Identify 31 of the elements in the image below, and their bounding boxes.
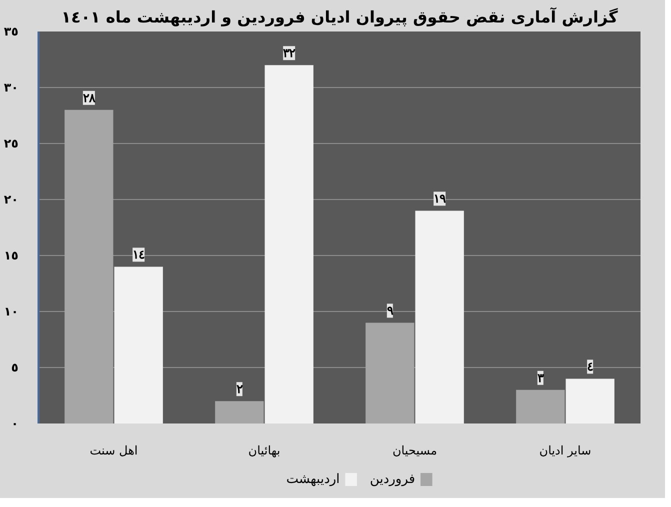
- bar: [415, 210, 464, 424]
- data-label: ١٤: [132, 248, 145, 262]
- y-tick-label: ١٠: [4, 304, 19, 318]
- y-tick-label: ٥: [11, 360, 19, 374]
- y-tick-label: ٠: [11, 416, 19, 430]
- bar: [264, 65, 314, 424]
- bar: [566, 378, 614, 424]
- y-tick-label: ٢٥: [4, 136, 19, 150]
- data-label: ١٩: [434, 192, 447, 206]
- legend-label: فروردین: [370, 472, 416, 487]
- y-tick-label: ٣٠: [4, 80, 19, 94]
- bar: [366, 322, 414, 424]
- y-tick-label: ١٥: [4, 248, 19, 262]
- bar: [516, 390, 565, 424]
- data-label: ٢٨: [82, 90, 96, 105]
- data-label: ٩: [386, 304, 394, 318]
- bar: [114, 266, 163, 424]
- y-tick-label: ٢٠: [4, 192, 19, 206]
- x-tick-label: اهل سنت: [90, 444, 138, 458]
- x-tick-label: بهائیان: [248, 444, 280, 458]
- data-label: ٤: [587, 360, 594, 374]
- data-label: ٣: [537, 370, 544, 385]
- chart-title: گزارش آماری نقض حقوق پیروان ادیان فروردین و اردیبهشت ماه ١٤٠١: [61, 6, 618, 26]
- x-tick-label: سایر ادیان: [539, 444, 592, 458]
- y-tick-label: ٣٥: [4, 24, 19, 38]
- x-tick-label: مسیحیان: [392, 444, 438, 458]
- legend-label: اردیبهشت: [286, 472, 340, 487]
- bar: [215, 401, 264, 424]
- data-label: ٣٢: [283, 46, 296, 60]
- data-label: ٢: [236, 382, 244, 396]
- bar: [64, 110, 114, 424]
